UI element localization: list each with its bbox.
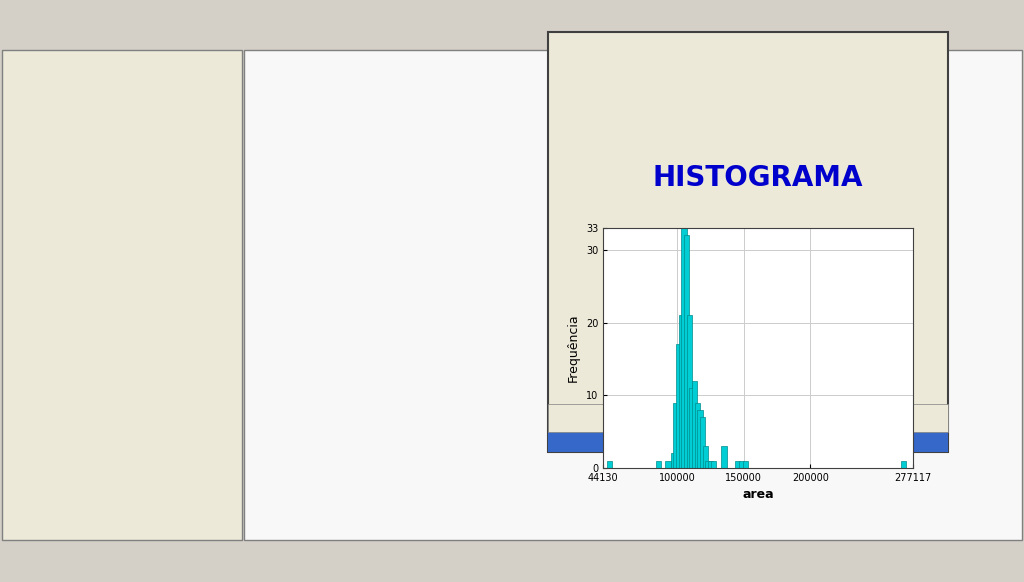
- Title: HISTOGRAMA: HISTOGRAMA: [652, 164, 863, 192]
- Bar: [692, 381, 697, 468]
- Y-axis label: Frequência: Frequência: [567, 314, 581, 382]
- Bar: [721, 446, 727, 468]
- Bar: [708, 461, 714, 468]
- Bar: [674, 403, 679, 468]
- Bar: [676, 345, 681, 468]
- FancyBboxPatch shape: [548, 432, 948, 452]
- Bar: [671, 453, 676, 468]
- Bar: [694, 403, 700, 468]
- X-axis label: area: area: [742, 488, 774, 502]
- FancyBboxPatch shape: [2, 50, 242, 540]
- Bar: [679, 315, 684, 468]
- Bar: [901, 461, 906, 468]
- Text: Gráfico: Gráfico: [723, 435, 773, 449]
- Bar: [738, 461, 743, 468]
- FancyBboxPatch shape: [548, 404, 948, 432]
- Bar: [706, 461, 711, 468]
- FancyBboxPatch shape: [548, 32, 948, 452]
- Bar: [742, 461, 748, 468]
- Bar: [656, 461, 662, 468]
- FancyBboxPatch shape: [244, 50, 1022, 540]
- Bar: [700, 417, 706, 468]
- Bar: [681, 228, 687, 468]
- Bar: [689, 388, 694, 468]
- Bar: [711, 461, 716, 468]
- Bar: [702, 446, 708, 468]
- Bar: [734, 461, 740, 468]
- Bar: [607, 461, 612, 468]
- Bar: [684, 235, 689, 468]
- Bar: [666, 461, 671, 468]
- Bar: [697, 410, 702, 468]
- Bar: [687, 315, 692, 468]
